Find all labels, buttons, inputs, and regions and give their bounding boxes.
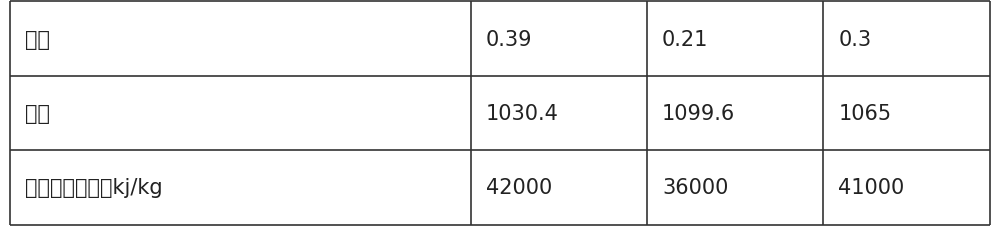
Text: 0.39: 0.39	[486, 29, 532, 49]
Text: 1099.6: 1099.6	[662, 104, 735, 123]
Text: 密度: 密度	[25, 104, 50, 123]
Text: 1030.4: 1030.4	[486, 104, 558, 123]
Text: 36000: 36000	[662, 178, 728, 198]
Text: 41000: 41000	[838, 178, 905, 198]
Text: 0.21: 0.21	[662, 29, 708, 49]
Text: 灰分: 灰分	[25, 29, 50, 49]
Text: 0.3: 0.3	[838, 29, 872, 49]
Text: 1065: 1065	[838, 104, 892, 123]
Text: 42000: 42000	[486, 178, 552, 198]
Text: 低位燃烧热値，kj/kg: 低位燃烧热値，kj/kg	[25, 178, 163, 198]
